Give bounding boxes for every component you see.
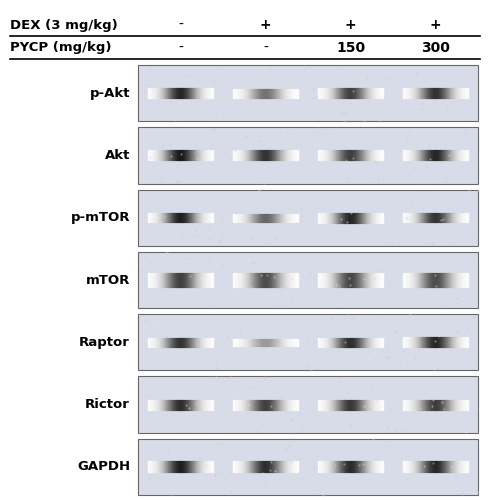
Text: GAPDH: GAPDH [77,460,130,473]
Text: 150: 150 [336,41,365,55]
Bar [138,376,478,432]
Text: 300: 300 [421,41,450,55]
Text: mTOR: mTOR [86,274,130,286]
Text: -: - [178,18,183,32]
Bar [138,438,478,495]
Text: +: + [344,18,356,32]
Text: p-mTOR: p-mTOR [71,211,130,224]
Bar [138,314,478,370]
Text: DEX (3 mg/kg): DEX (3 mg/kg) [10,18,118,32]
Text: p-Akt: p-Akt [90,86,130,100]
Bar [138,65,478,122]
Text: -: - [178,41,183,55]
Text: -: - [263,41,268,55]
Text: +: + [430,18,441,32]
Bar [138,128,478,184]
Text: +: + [260,18,271,32]
Text: Akt: Akt [105,149,130,162]
Text: PYCP (mg/kg): PYCP (mg/kg) [10,42,112,54]
Bar [138,252,478,308]
Bar [138,190,478,246]
Text: Raptor: Raptor [79,336,130,349]
Text: Rictor: Rictor [85,398,130,411]
